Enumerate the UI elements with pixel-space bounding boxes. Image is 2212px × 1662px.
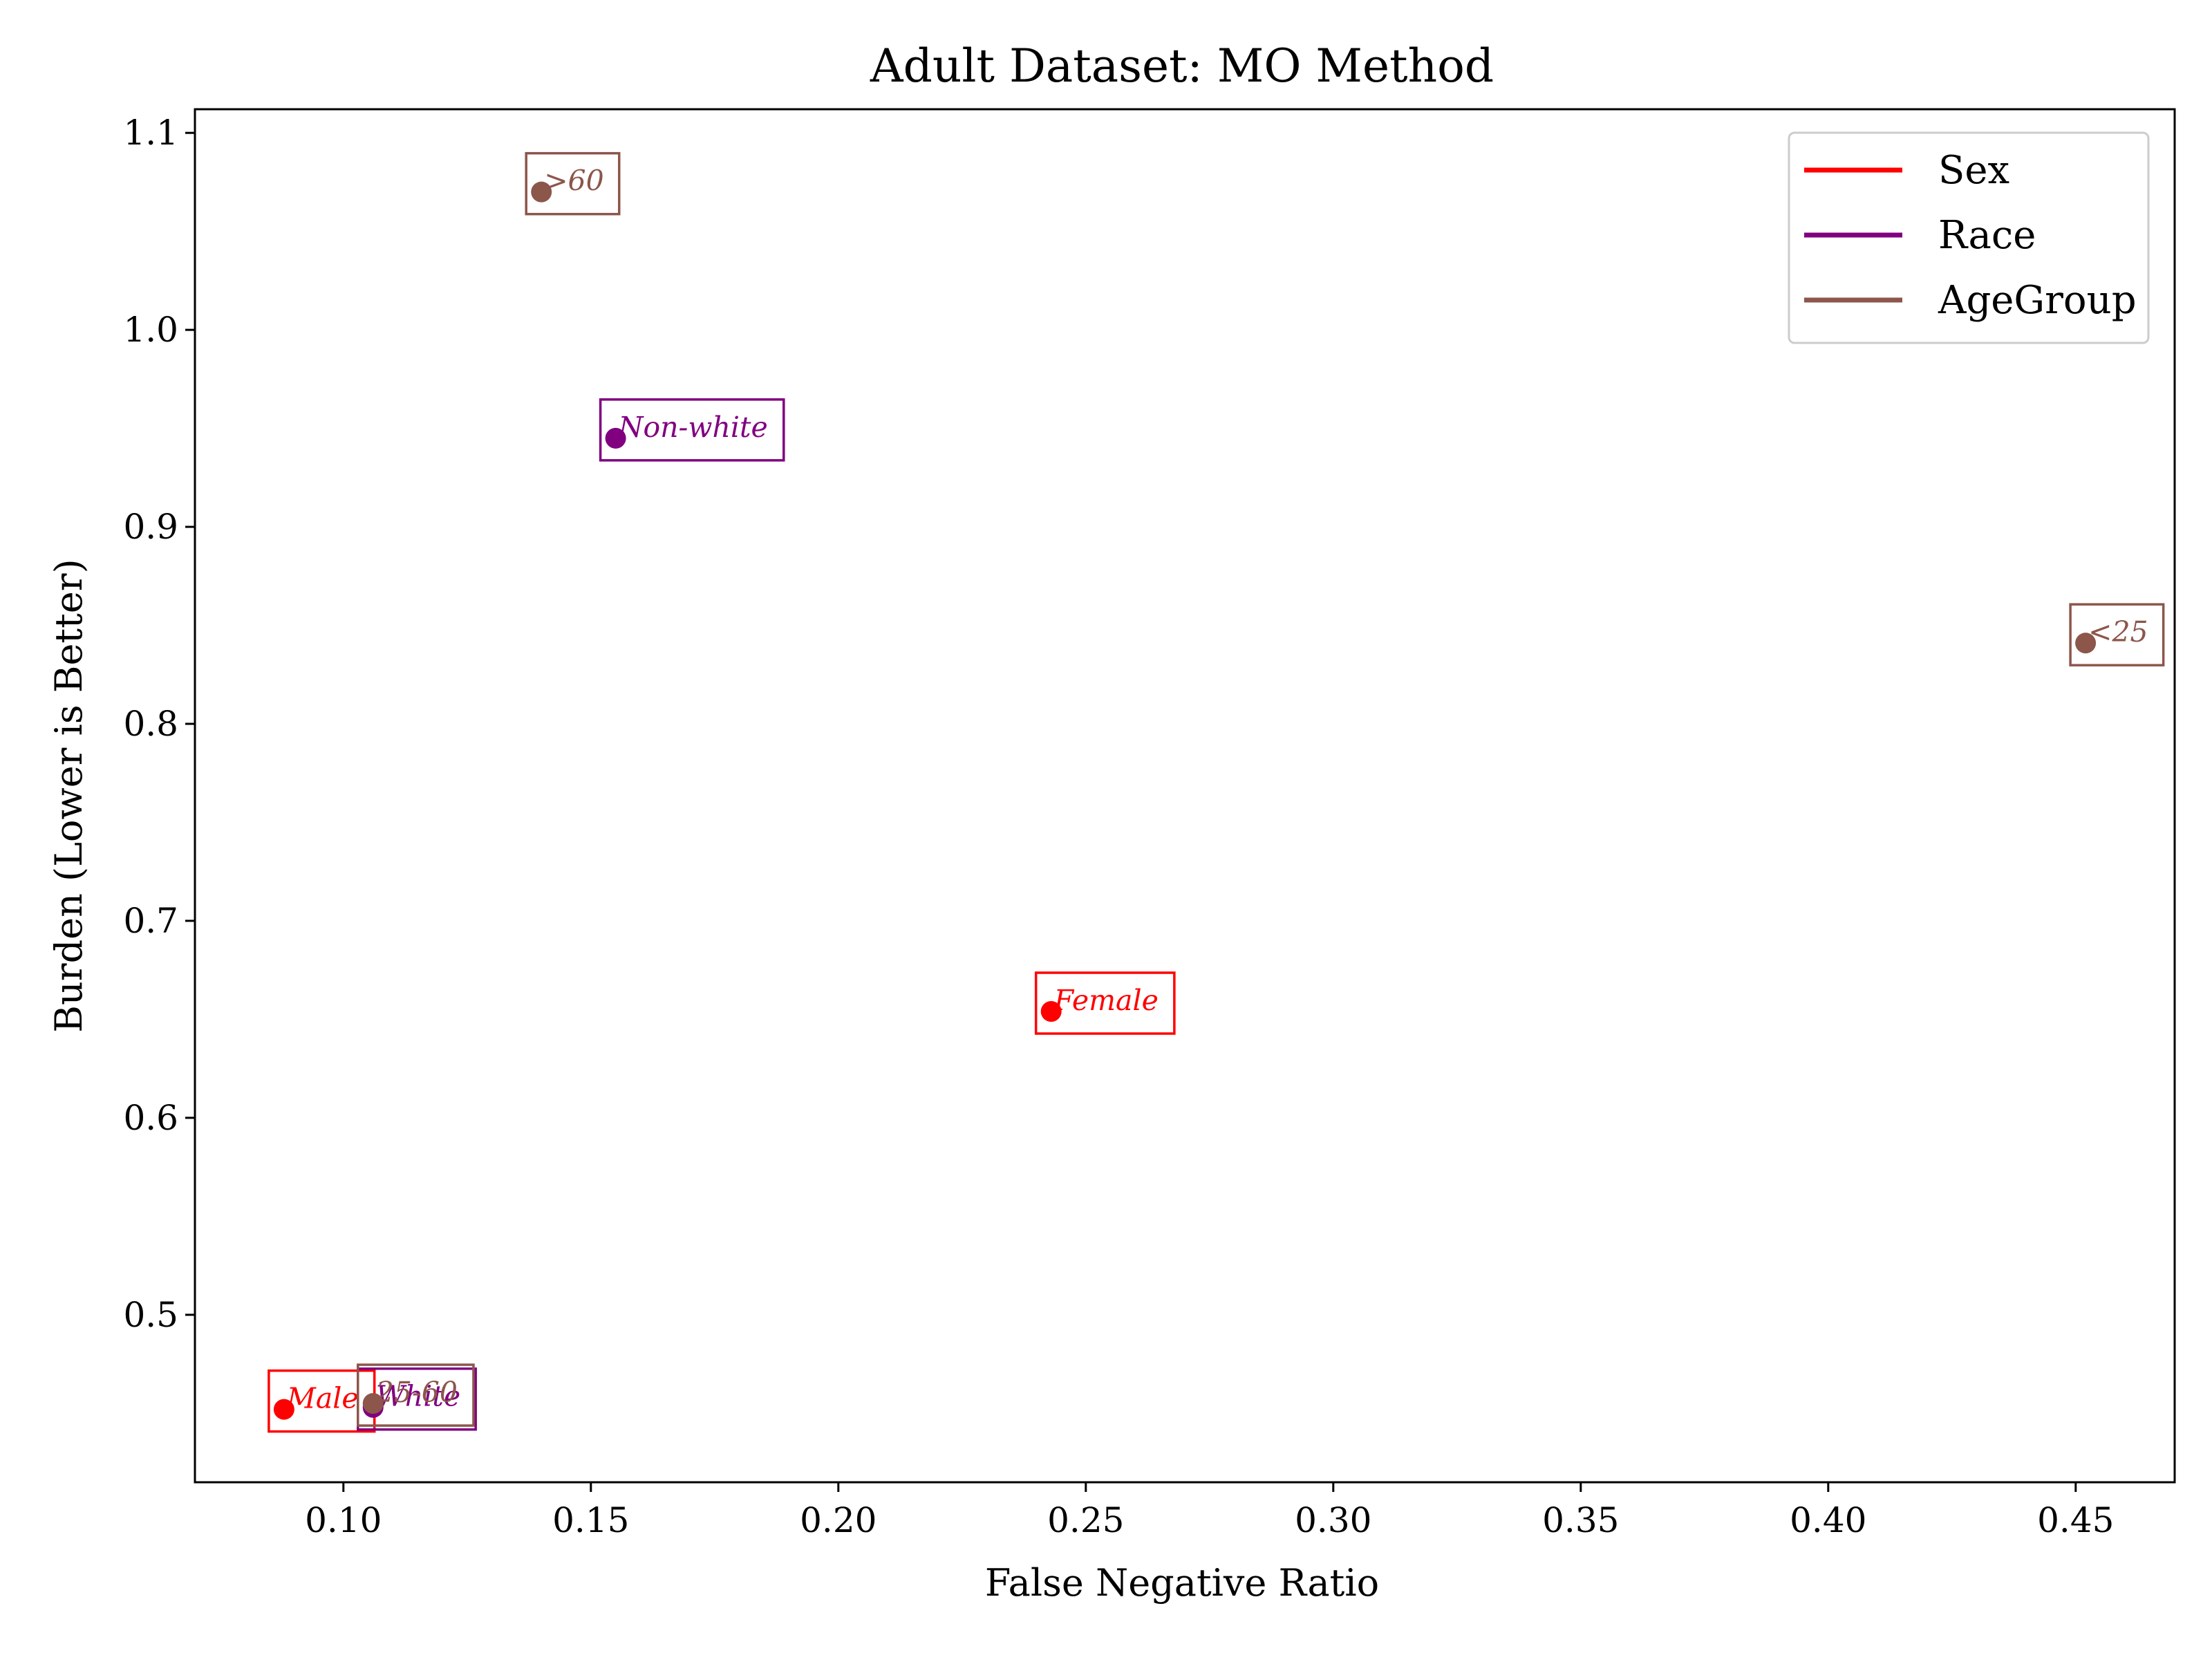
point-label-box <box>1034 971 1176 1035</box>
point-group: Female <box>1034 971 1176 1035</box>
x-tick-label: 0.20 <box>800 1500 877 1540</box>
y-tick-label: 1.1 <box>123 113 178 153</box>
point-label: White <box>376 1380 460 1413</box>
point-label: <25 <box>2088 615 2148 648</box>
data-point <box>2075 633 2097 654</box>
point-group: Non-white <box>599 398 785 462</box>
point-label-box <box>599 398 785 462</box>
point-label: Non-white <box>618 411 768 444</box>
point-label: Male <box>286 1382 359 1415</box>
y-tick-label: 0.5 <box>123 1295 178 1335</box>
x-tick-label: 0.25 <box>1047 1500 1124 1540</box>
data-point <box>531 181 552 203</box>
point-label-box <box>525 151 621 216</box>
data-point <box>273 1399 294 1420</box>
x-tick-label: 0.35 <box>1542 1500 1619 1540</box>
y-tick-label: 0.8 <box>123 704 178 744</box>
x-tick-label: 0.45 <box>2037 1500 2114 1540</box>
point-label: 25-60 <box>375 1376 458 1409</box>
legend-label: Sex <box>1938 148 2009 193</box>
chart-title: Adult Dataset: MO Method <box>870 39 1494 93</box>
x-tick-label: 0.30 <box>1295 1500 1371 1540</box>
point-group: <25 <box>2069 603 2165 666</box>
x-tick-label: 0.15 <box>552 1500 629 1540</box>
point-label-box <box>357 1363 475 1427</box>
legend-label: AgeGroup <box>1938 278 2137 323</box>
data-point <box>605 427 626 449</box>
legend: Sex Race AgeGroup <box>1788 131 2150 344</box>
y-tick-label: 1.0 <box>123 310 178 350</box>
point-group: Male <box>268 1369 376 1433</box>
data-point <box>362 1393 384 1414</box>
y-tick-label: 0.6 <box>123 1098 178 1138</box>
point-label-box <box>2069 603 2165 666</box>
x-axis: 0.10 0.15 0.20 0.25 0.30 0.35 0.40 0.45 <box>305 1482 2114 1540</box>
x-tick-label: 0.10 <box>305 1500 382 1540</box>
plot-area <box>194 108 2176 1484</box>
y-tick-label: 0.7 <box>123 901 178 941</box>
legend-frame <box>1788 131 2150 344</box>
data-point <box>1040 1001 1062 1023</box>
y-axis-label: Burden (Lower is Better) <box>47 559 91 1032</box>
legend-label: Race <box>1938 213 2036 258</box>
data-points: Male Female White Non-white 25-60 >60 <25 <box>268 151 2165 1433</box>
x-axis-label: False Negative Ratio <box>985 1561 1379 1605</box>
point-label: Female <box>1053 984 1159 1017</box>
point-group: >60 <box>525 151 621 216</box>
point-label: >60 <box>544 165 604 198</box>
y-axis: 0.5 0.6 0.7 0.8 0.9 1.0 1.1 <box>123 113 195 1335</box>
y-tick-label: 0.9 <box>123 507 178 547</box>
x-tick-label: 0.40 <box>1790 1500 1866 1540</box>
point-group: 25-60 <box>357 1363 475 1427</box>
